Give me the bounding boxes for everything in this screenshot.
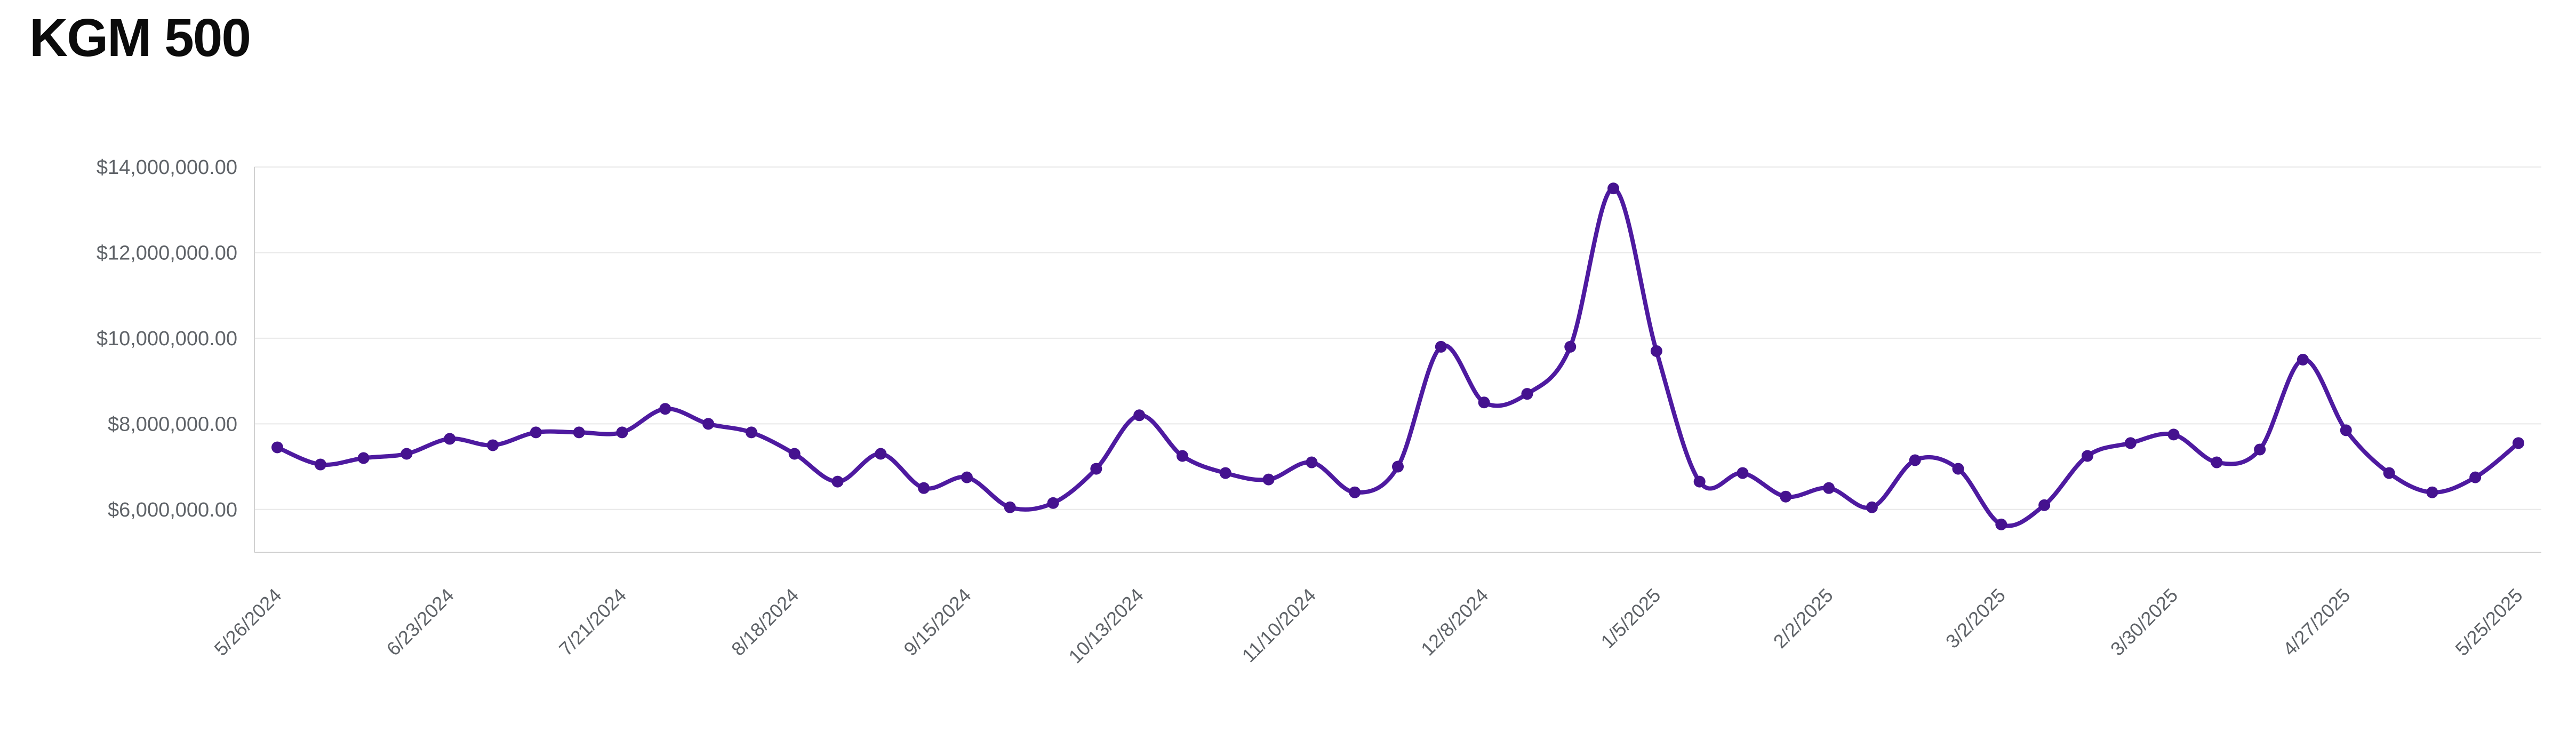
- data-point[interactable]: [875, 448, 887, 460]
- data-point[interactable]: [616, 426, 628, 439]
- x-axis-tick-label: 5/26/2024: [210, 584, 285, 660]
- x-axis-tick-label: 11/10/2024: [1238, 584, 1321, 667]
- data-point[interactable]: [1693, 475, 1706, 488]
- x-axis-tick-label: 2/2/2025: [1769, 584, 1837, 653]
- y-axis-tick-label: $6,000,000.00: [108, 499, 237, 521]
- data-point[interactable]: [2254, 443, 2266, 456]
- data-point[interactable]: [1478, 396, 1490, 409]
- data-point[interactable]: [831, 475, 844, 488]
- data-point[interactable]: [1737, 467, 1749, 479]
- data-point[interactable]: [2426, 486, 2438, 498]
- data-point[interactable]: [1823, 482, 1835, 494]
- data-point[interactable]: [1952, 463, 1964, 475]
- y-axis-tick-label: $12,000,000.00: [97, 242, 237, 264]
- x-axis-tick-label: 3/30/2025: [2106, 584, 2182, 660]
- data-point[interactable]: [444, 433, 456, 445]
- chart-title: KGM 500: [29, 8, 251, 68]
- y-axis-tick-label: $14,000,000.00: [97, 156, 237, 179]
- y-axis-tick-label: $10,000,000.00: [97, 328, 237, 350]
- data-point[interactable]: [1780, 490, 1792, 503]
- data-point[interactable]: [2081, 450, 2093, 462]
- data-point[interactable]: [1306, 456, 1318, 468]
- x-axis-tick-label: 5/25/2025: [2451, 584, 2526, 660]
- x-axis-tick-label: 6/23/2024: [382, 584, 458, 660]
- data-point[interactable]: [745, 426, 757, 439]
- data-point[interactable]: [530, 426, 542, 439]
- data-point[interactable]: [1435, 340, 1447, 353]
- data-point[interactable]: [1607, 182, 1620, 195]
- x-axis-tick-label: 8/18/2024: [727, 584, 803, 660]
- data-point[interactable]: [1047, 497, 1059, 509]
- data-point[interactable]: [2297, 354, 2309, 365]
- data-point[interactable]: [961, 471, 973, 483]
- data-point[interactable]: [659, 403, 671, 415]
- data-point[interactable]: [2167, 428, 2180, 441]
- data-point[interactable]: [1521, 388, 1533, 400]
- data-point[interactable]: [702, 418, 715, 430]
- y-axis-tick-label: $8,000,000.00: [108, 413, 237, 435]
- data-point[interactable]: [2124, 437, 2137, 449]
- data-point[interactable]: [357, 452, 370, 464]
- data-point[interactable]: [401, 448, 413, 460]
- data-point[interactable]: [2513, 437, 2524, 449]
- data-point[interactable]: [573, 426, 585, 439]
- x-axis-tick-label: 12/8/2024: [1417, 584, 1492, 660]
- x-axis-tick-label: 3/2/2025: [1941, 584, 2010, 653]
- data-point[interactable]: [2340, 424, 2352, 436]
- data-point[interactable]: [1219, 467, 1231, 479]
- data-point[interactable]: [1650, 345, 1662, 357]
- data-point[interactable]: [1262, 473, 1275, 486]
- x-axis-tick-label: 1/5/2025: [1596, 584, 1665, 653]
- data-point[interactable]: [1349, 486, 1361, 498]
- data-point[interactable]: [1176, 450, 1188, 462]
- data-point[interactable]: [1133, 409, 1146, 422]
- data-point[interactable]: [1564, 340, 1577, 353]
- data-point[interactable]: [1995, 518, 2007, 530]
- x-axis-tick-label: 10/13/2024: [1064, 584, 1147, 668]
- x-axis-tick-label: 4/27/2025: [2278, 584, 2354, 660]
- data-point[interactable]: [788, 448, 801, 460]
- data-point[interactable]: [1090, 463, 1102, 475]
- series-line: [275, 186, 2521, 528]
- data-point[interactable]: [2038, 499, 2051, 511]
- data-point[interactable]: [1866, 501, 1878, 513]
- data-point[interactable]: [1909, 454, 1921, 466]
- data-point[interactable]: [314, 458, 326, 471]
- data-point[interactable]: [918, 482, 930, 494]
- data-point[interactable]: [1392, 460, 1404, 473]
- data-point[interactable]: [1004, 501, 1016, 513]
- x-axis-tick-label: 9/15/2024: [899, 584, 975, 660]
- data-point[interactable]: [2383, 467, 2395, 479]
- data-point[interactable]: [487, 439, 499, 451]
- data-point[interactable]: [2211, 456, 2223, 468]
- data-point[interactable]: [2469, 471, 2482, 483]
- data-point[interactable]: [271, 441, 283, 454]
- x-axis-tick-label: 7/21/2024: [555, 584, 630, 660]
